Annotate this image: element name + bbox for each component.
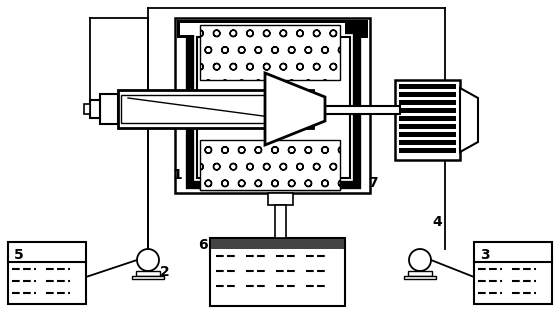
Text: 6: 6 — [198, 238, 208, 252]
Bar — [399, 100, 456, 105]
Bar — [325, 106, 400, 114]
Bar — [180, 23, 345, 35]
Bar — [399, 84, 456, 89]
Bar — [408, 271, 432, 276]
Bar — [118, 90, 313, 128]
Bar — [399, 108, 456, 113]
Text: 3: 3 — [480, 248, 489, 262]
Bar — [399, 92, 456, 97]
Bar — [399, 132, 456, 137]
Bar — [190, 30, 357, 185]
Bar — [200, 25, 340, 80]
Bar — [399, 140, 456, 145]
Text: 7: 7 — [368, 176, 377, 190]
Bar — [275, 205, 286, 238]
Bar — [197, 37, 350, 178]
Bar — [404, 276, 436, 279]
Bar — [399, 148, 456, 153]
Polygon shape — [265, 73, 325, 145]
Bar — [200, 140, 340, 190]
Bar — [200, 25, 340, 80]
Polygon shape — [460, 88, 478, 152]
Bar — [200, 140, 340, 190]
Bar — [177, 20, 368, 38]
Circle shape — [409, 249, 431, 271]
Text: 2: 2 — [160, 265, 170, 279]
Bar — [8, 242, 86, 304]
Bar — [100, 94, 118, 124]
Text: 5: 5 — [14, 248, 24, 262]
Bar — [395, 80, 460, 160]
Bar — [399, 124, 456, 129]
Bar — [136, 271, 160, 276]
Bar — [121, 95, 310, 123]
Bar — [90, 100, 100, 118]
Bar — [211, 239, 344, 249]
Circle shape — [137, 249, 159, 271]
Bar — [132, 276, 164, 279]
Bar — [197, 37, 350, 178]
Bar — [175, 18, 370, 193]
Bar — [210, 238, 345, 306]
Text: 4: 4 — [432, 215, 442, 229]
Bar — [268, 193, 293, 205]
Text: 1: 1 — [172, 168, 182, 182]
Bar — [399, 116, 456, 121]
Bar — [474, 242, 552, 304]
Bar — [84, 104, 90, 114]
